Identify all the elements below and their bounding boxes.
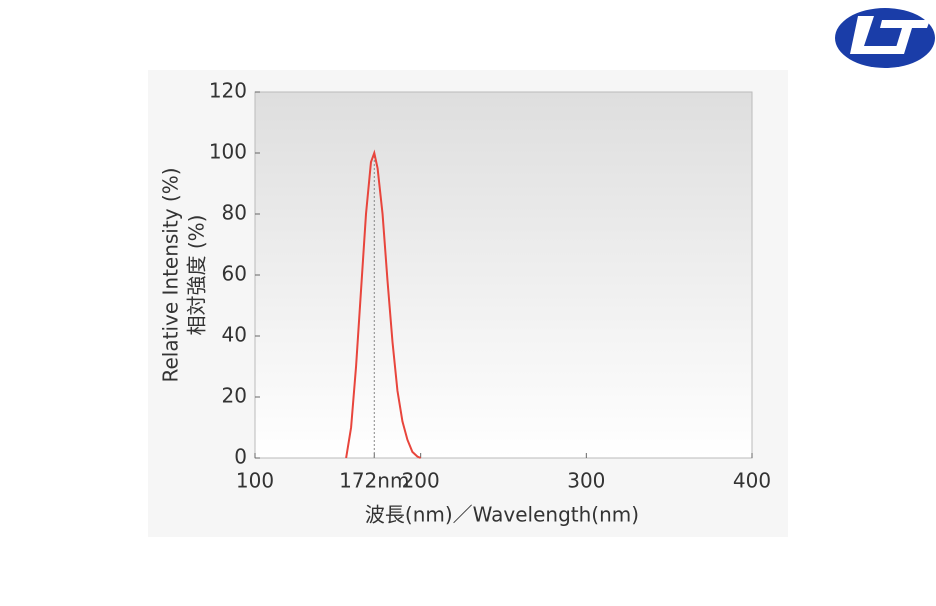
spectrum-line [345, 149, 422, 459]
y-tick-label: 100 [209, 140, 247, 164]
x-tick-label: 200 [402, 469, 440, 493]
x-tick-label: 400 [733, 469, 771, 493]
y-tick-label: 60 [222, 262, 247, 286]
y-tick-label: 120 [209, 79, 247, 103]
y-tick-label: 80 [222, 201, 247, 225]
x-tick-label: 100 [236, 469, 274, 493]
y-tick-label: 20 [222, 384, 247, 408]
y-tick-label: 0 [234, 445, 247, 469]
x-tick-label: 300 [567, 469, 605, 493]
y-tick-label: 40 [222, 323, 247, 347]
plot-area [254, 91, 753, 459]
y-axis-label-ja: 相対強度 (%) [185, 215, 209, 336]
y-axis-label: Relative Intensity (%) 相対強度 (%) [159, 167, 209, 382]
logo [835, 8, 935, 68]
x-tick-label: 172nm [339, 469, 409, 493]
y-axis-label-en: Relative Intensity (%) [159, 167, 183, 382]
x-axis-label: 波長(nm)／Wavelength(nm) [365, 503, 639, 527]
